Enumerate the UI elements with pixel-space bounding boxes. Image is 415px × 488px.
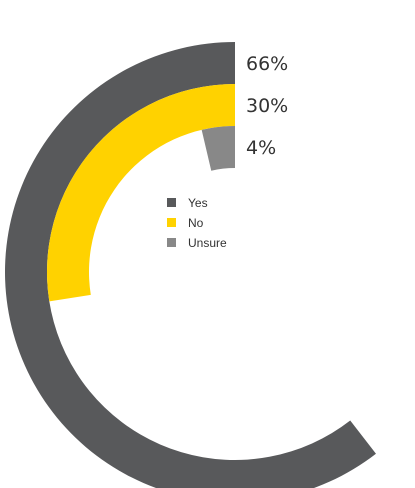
legend-swatch-unsure [167, 238, 176, 247]
legend-label-unsure: Unsure [188, 236, 227, 250]
value-label-yes: 66% [246, 53, 288, 75]
arc-group [5, 42, 376, 488]
value-label-group: 66% 30% 4% [246, 53, 288, 159]
legend-label-no: No [188, 216, 204, 230]
arc-yes [5, 42, 376, 488]
value-label-no: 30% [246, 95, 288, 117]
legend-swatch-no [167, 218, 176, 227]
legend-swatch-yes [167, 198, 176, 207]
arc-no [47, 84, 236, 302]
arc-unsure [201, 126, 235, 171]
legend-label-yes: Yes [188, 196, 208, 210]
legend: Yes No Unsure [167, 196, 227, 250]
value-label-unsure: 4% [246, 137, 276, 159]
